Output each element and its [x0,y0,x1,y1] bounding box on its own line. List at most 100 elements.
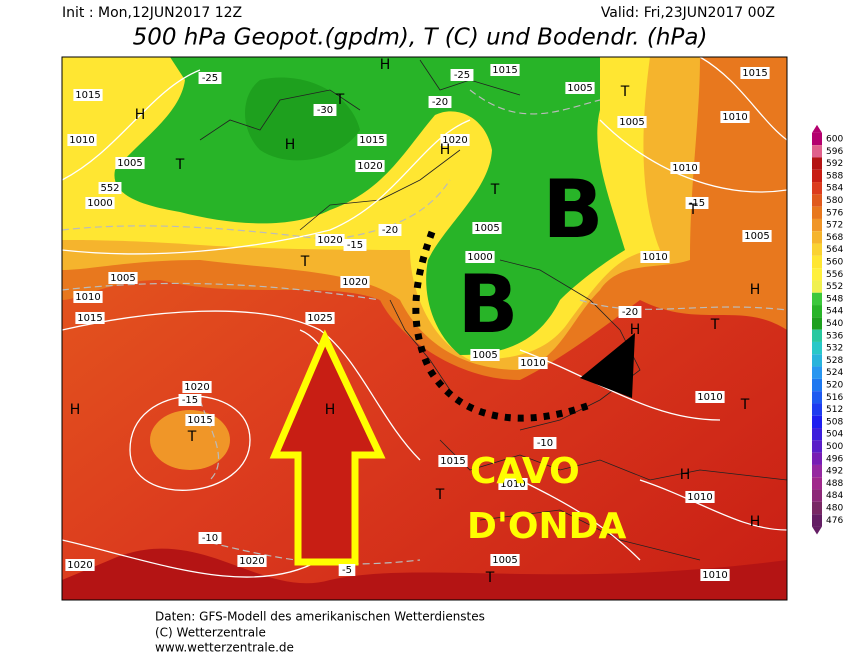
colorbar-swatch [812,391,822,404]
label-box [67,134,97,146]
isoline-label: -25 [202,73,218,84]
label-box [720,111,750,123]
colorbar-label: 596 [826,147,843,157]
label-box [343,239,367,251]
colorbar-label: 532 [826,344,843,354]
pressure-center: H [750,282,761,298]
colorbar-label: 572 [826,221,843,231]
colorbar-swatch [812,243,822,256]
label-box [198,532,222,544]
pressure-center: H [325,402,336,418]
colorbar-label: 544 [826,307,843,317]
label-box [185,414,215,426]
isoline-label: 1005 [492,555,517,566]
footer-line: (C) Wetterzentrale [155,626,266,640]
footer-line: Daten: GFS-Modell des amerikanischen Wet… [155,610,485,624]
colorbar-swatch [812,132,822,146]
pressure-center: H [630,322,641,338]
label-box [470,349,500,361]
isoline-label: -20 [382,225,398,236]
isoline-label: 1020 [184,382,209,393]
isoline-label: 1010 [702,570,727,581]
isoline-label: 1020 [239,556,264,567]
label-box [428,96,452,108]
low-label: B [458,258,519,351]
colorbar-label: 548 [826,294,843,304]
pressure-center: T [335,92,345,108]
colorbar-label: 584 [826,184,843,194]
map-frame [61,56,788,601]
label-box [450,69,474,81]
pressure-center: H [750,514,761,530]
isoline-label: 1010 [687,492,712,503]
label-box [313,104,337,116]
isoline-label: 1005 [567,83,592,94]
pressure-center: T [740,397,750,413]
label-box [565,82,595,94]
pressure-center: H [285,137,296,153]
label-box [742,230,772,242]
label-box [670,162,700,174]
zone-540 [245,77,360,161]
label-box [685,197,709,209]
isoline-label: 1020 [442,135,467,146]
isoline-label: 1015 [359,135,384,146]
isoline-label: -15 [689,198,705,209]
isoline-label: 552 [100,183,119,194]
colorbar-label: 492 [826,467,843,477]
colorbar-cap [812,526,822,535]
colorbar-label: 512 [826,405,843,415]
label-box [198,72,222,84]
label-box [315,234,345,246]
zone-544 [114,57,625,355]
label-box [438,455,468,467]
label-box [740,67,770,79]
colorbar-swatch [812,145,822,158]
colorbar-swatch [812,403,822,416]
colorbar-swatch [812,231,822,244]
isoline-label: 1005 [619,117,644,128]
colorbar-swatch [812,292,822,306]
colorbar-swatch [812,464,822,478]
colorbar-swatch [812,218,822,232]
isoline-label: -20 [432,97,448,108]
isoline-label: -30 [317,105,333,116]
label-box [490,64,520,76]
isoline-label: 1020 [317,235,342,246]
colorbar-label: 564 [826,245,843,255]
pressure-center: H [70,402,81,418]
isoline-label: 1010 [500,479,525,490]
isoline-label: 1010 [697,392,722,403]
label-box [618,306,642,318]
colorbar-label: 536 [826,331,843,341]
isoline-label: 1005 [117,158,142,169]
isoline-label: 1005 [744,231,769,242]
label-box [617,116,647,128]
label-box [178,394,202,406]
colorbar-swatch [812,182,822,195]
colorbar-swatch [812,415,822,429]
isoline-label: 1015 [187,415,212,426]
pressure-center: T [490,182,500,198]
label-box [533,437,557,449]
label-box [85,197,115,209]
colorbar-label: 500 [826,442,843,452]
isoline-label: 1025 [307,313,332,324]
colorbar-label: 568 [826,233,843,243]
colorbar-swatch [812,157,822,170]
isoline-label: 1015 [742,68,767,79]
isoline-label: 1015 [75,90,100,101]
isoline-label: -10 [537,438,553,449]
trough-axis [412,230,592,422]
colorbar-swatch [812,501,822,515]
trough-arrowhead [580,333,635,398]
colorbar-label: 576 [826,208,843,218]
pressure-center: H [135,107,146,123]
colorbar-label: 524 [826,368,843,378]
isoline-label: 1020 [342,277,367,288]
isoline-label: -15 [347,240,363,251]
colorbar-swatch [812,452,822,465]
label-box [355,160,385,172]
label-box [340,276,370,288]
